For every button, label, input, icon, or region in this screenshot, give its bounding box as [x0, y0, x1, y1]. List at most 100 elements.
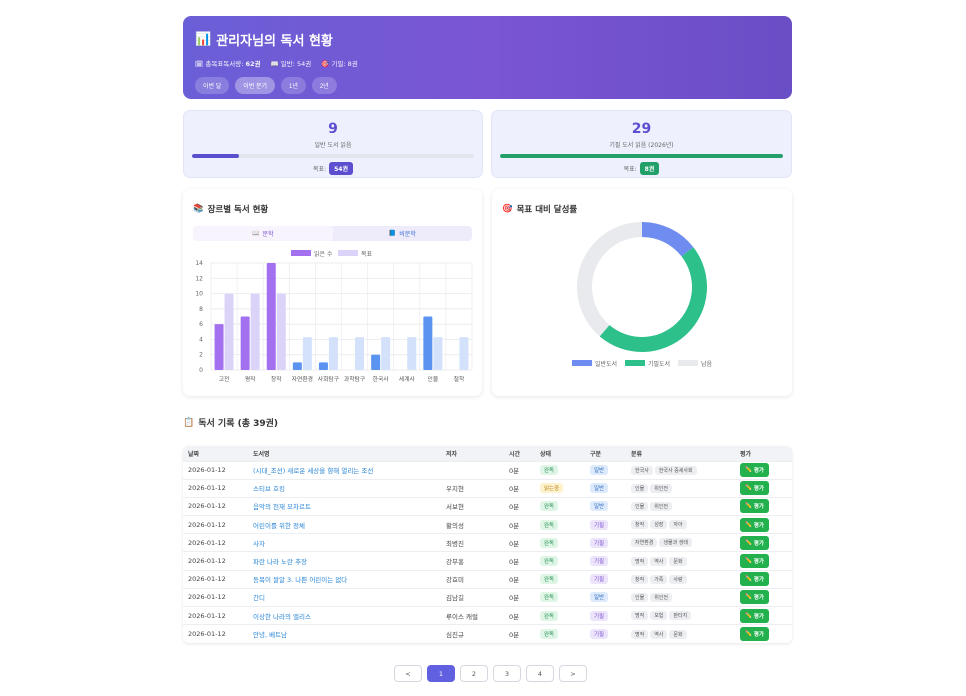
- category-tag: 자아: [669, 520, 687, 530]
- book-title-link[interactable]: 동복이 쌀알 3. 나쁜 어린이는 없다: [253, 576, 348, 585]
- row-status-cell: 읽는중: [535, 479, 585, 497]
- row-type-cell: 일반: [585, 497, 626, 515]
- row-rating-cell: ✏️ 평가: [735, 607, 792, 625]
- rate-button[interactable]: ✏️ 평가: [740, 499, 769, 514]
- book-title-link[interactable]: 안녕, 베트남: [253, 631, 288, 640]
- row-author: [441, 461, 504, 479]
- bar-read: [423, 316, 433, 370]
- table-row[interactable]: 2026-01-12 (시대_조선) 새로운 세상을 향해 열리는 조선 0분 완독 일…: [183, 461, 792, 479]
- category-tag: 가족: [650, 574, 668, 584]
- book-title-link[interactable]: 사자: [253, 539, 265, 548]
- book-title-link[interactable]: 간디: [253, 594, 265, 603]
- legend-swatch: [678, 360, 698, 366]
- table-row[interactable]: 2026-01-12 음악의 천재 모차르트 서보현 0분 완독 일반 인물 위인전 ✏️ 평가: [183, 497, 792, 515]
- legend-label: 기필도서: [648, 360, 670, 368]
- rate-button[interactable]: ✏️ 평가: [740, 627, 769, 642]
- page-4-button[interactable]: 4: [526, 665, 554, 682]
- rate-button[interactable]: ✏️ 평가: [740, 535, 769, 550]
- period-this-quarter-button[interactable]: 이번 분기: [235, 77, 275, 94]
- row-status-cell: 완독: [535, 552, 585, 570]
- col-title: 도서명: [253, 450, 270, 458]
- tab-literature[interactable]: 📖 문학: [193, 226, 333, 241]
- table-row[interactable]: 2026-01-12 이상한 나라의 앨리스 루이스 캐럴 0분 완독 기필 명작 모험 판타지…: [183, 606, 792, 625]
- pencil-icon: ✏️: [745, 631, 752, 638]
- x-tick-label: 평작: [245, 375, 256, 383]
- page-1-button[interactable]: 1: [427, 665, 455, 682]
- rate-button[interactable]: ✏️ 평가: [740, 463, 769, 478]
- row-time: 0분: [509, 558, 520, 567]
- row-date: 2026-01-12: [188, 538, 226, 547]
- category-tag: 판타지: [669, 611, 692, 621]
- x-tick-label: 과학탐구: [344, 375, 366, 383]
- category-tag: 명작: [631, 629, 649, 639]
- next-page-button[interactable]: >: [559, 665, 587, 682]
- row-status-cell: 완독: [535, 516, 585, 534]
- tab-nonfiction[interactable]: 📘 비문학: [388, 230, 416, 238]
- table-row[interactable]: 2026-01-12 동복이 쌀알 3. 나쁜 어린이는 없다 강효미 0분 완독 기필 창…: [183, 570, 792, 588]
- prev-page-button[interactable]: <: [394, 665, 422, 682]
- y-tick-label: 8: [199, 306, 203, 313]
- category-tag: 문화: [669, 629, 687, 639]
- rate-button[interactable]: ✏️ 평가: [740, 554, 769, 569]
- row-date: 2026-01-12: [188, 484, 226, 493]
- book-title-link[interactable]: 이상한 나라의 앨리스: [253, 612, 311, 621]
- required-goal-row: 목표: 8권: [492, 162, 791, 175]
- rate-button[interactable]: ✏️ 평가: [740, 517, 769, 532]
- row-status-cell: 완독: [535, 534, 585, 552]
- table-row[interactable]: 2026-01-12 안녕, 베트남 심진규 0분 완독 기필 명작 역사 문화 ✏️ 평가: [183, 624, 792, 643]
- category-tag: 한국사 중세사회: [654, 465, 697, 475]
- pencil-icon: ✏️: [745, 594, 752, 601]
- row-author: 최병진: [446, 539, 464, 548]
- status-badge: 완독: [540, 556, 559, 567]
- row-category-cell: 인물 위인전: [626, 588, 735, 606]
- book-title-link[interactable]: 파란 나라 노란 추장: [253, 558, 308, 567]
- legend-label: 읽은 수: [314, 250, 333, 258]
- period-1-year-button[interactable]: 1년: [280, 77, 306, 94]
- row-type-cell: 기필: [585, 607, 626, 625]
- status-badge: 완독: [540, 501, 559, 512]
- blue-book-icon: 📘: [388, 230, 397, 237]
- table-row[interactable]: 2026-01-12 스티브 호킹 우지현 0분 읽는중 일반 인물 위인전 ✏️ 평가: [183, 479, 792, 497]
- goal-panel-title: 🎯 목표 대비 달성률: [502, 204, 578, 215]
- book-title-link[interactable]: 스티브 호킹: [253, 485, 285, 494]
- pencil-icon: ✏️: [745, 485, 752, 492]
- table-row[interactable]: 2026-01-12 사자 최병진 0분 완독 기필 자연환경 생물과 생태 ✏️ 평가: [183, 533, 792, 552]
- page-title: 📊 관리자님의 독서 현황: [195, 32, 333, 49]
- row-author: 강무홍: [446, 558, 464, 567]
- book-title-link[interactable]: 음악의 천재 모차르트: [253, 503, 311, 512]
- page-2-button[interactable]: 2: [460, 665, 488, 682]
- table-row[interactable]: 2026-01-12 파란 나라 노란 추장 강무홍 0분 완독 기필 명작 역사 문화 ✏️ 평가: [183, 551, 792, 570]
- rate-button[interactable]: ✏️ 평가: [740, 608, 769, 623]
- legend-label: 남음: [701, 360, 713, 368]
- table-header-row: 날짜 도서명 저자 시간 상태 구분 분류 평가: [183, 446, 792, 461]
- row-date: 2026-01-12: [188, 611, 226, 620]
- legend-swatch: [572, 360, 592, 366]
- genre-chart-panel: 📚 장르별 독서 현황 📖 문학 📘 비문학 읽은 수 목표 0 2 4 6 8 10 12 14…: [183, 189, 482, 396]
- period-2-year-button[interactable]: 2년: [311, 77, 337, 94]
- row-date: 2026-01-12: [188, 502, 226, 511]
- page-3-button[interactable]: 3: [493, 665, 521, 682]
- y-tick-label: 10: [195, 291, 203, 298]
- bar-goal: [224, 293, 234, 370]
- rate-button[interactable]: ✏️ 평가: [740, 572, 769, 587]
- type-badge: 일반: [590, 592, 609, 603]
- status-badge: 읽는중: [540, 483, 564, 494]
- rate-button[interactable]: ✏️ 평가: [740, 590, 769, 605]
- table-row[interactable]: 2026-01-12 어린이를 위한 정체 황의성 0분 완독 기필 창작 성장 자아 ✏️ 평가: [183, 515, 792, 534]
- book-title-link[interactable]: 어린이를 위한 정체: [253, 521, 305, 530]
- col-rating: 평가: [740, 450, 752, 458]
- period-this-month-button[interactable]: 이번 달: [195, 77, 230, 94]
- status-badge: 완독: [540, 592, 559, 603]
- status-badge: 완독: [540, 610, 559, 621]
- row-category-cell: 명작 모험 판타지: [626, 607, 735, 625]
- book-title-link[interactable]: (시대_조선) 새로운 세상을 향해 열리는 조선: [253, 467, 374, 476]
- donut-slice: [642, 222, 694, 257]
- rate-button[interactable]: ✏️ 평가: [740, 481, 769, 496]
- pencil-icon: ✏️: [745, 503, 752, 510]
- table-row[interactable]: 2026-01-12 간디 김남길 0분 완독 일반 인물 위인전 ✏️ 평가: [183, 588, 792, 606]
- row-author: 황의성: [446, 521, 464, 530]
- category-tag: 위인전: [650, 483, 673, 493]
- row-author: 서보현: [446, 503, 464, 512]
- target-icon: 🎯: [321, 60, 330, 68]
- row-rating-cell: ✏️ 평가: [735, 625, 792, 643]
